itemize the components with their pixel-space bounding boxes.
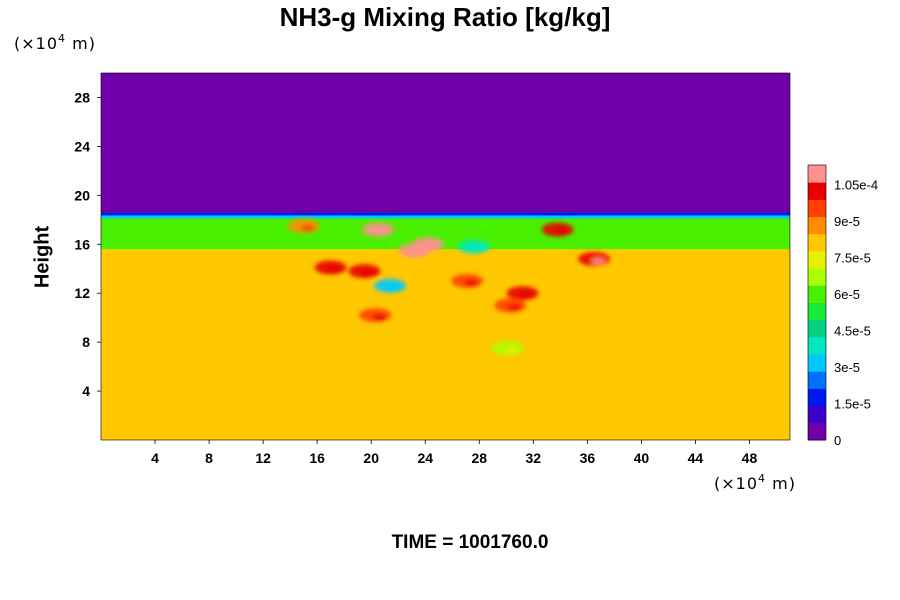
x-tick-label: 44 — [688, 450, 704, 466]
colorbar-segment — [808, 233, 826, 252]
feature-core — [554, 228, 569, 235]
x-tick-label: 32 — [526, 450, 542, 466]
y-unit-tail: m) — [66, 34, 96, 53]
y-tick-label: 8 — [82, 334, 90, 350]
feature-group — [287, 218, 611, 356]
colorbar: 0 1.5e-5 3e-5 4.5e-5 6e-5 7.5e-5 9e-5 1.05e-4 — [807, 164, 878, 448]
x-unit-exponent: 4 — [758, 472, 767, 485]
feature-core — [519, 292, 534, 299]
colorbar-tick-label: 0 — [834, 433, 841, 448]
feature-core — [507, 304, 522, 311]
x-tick-label: 48 — [742, 450, 758, 466]
colorbar-segment — [808, 285, 826, 303]
x-axis-unit: (×104 m) — [714, 472, 796, 493]
x-tick-label: 12 — [255, 450, 271, 466]
y-unit-base: (×10 — [14, 34, 59, 53]
feature-core — [327, 266, 342, 273]
colorbar-tick-label: 1.05e-4 — [834, 177, 878, 192]
feature-core — [300, 224, 315, 231]
colorbar-tick-label: 6e-5 — [834, 287, 860, 302]
colorbar-tick-label: 3e-5 — [834, 360, 860, 375]
upper-region — [101, 73, 790, 213]
y-axis-unit: (×104 m) — [14, 32, 96, 53]
chart-title: NH3-g Mixing Ratio [kg/kg] — [279, 2, 611, 32]
colorbar-segment — [808, 422, 826, 441]
plot-frame — [100, 72, 791, 441]
feature-core — [372, 314, 387, 321]
colorbar-segment — [808, 199, 826, 218]
x-tick-label: 4 — [151, 450, 159, 466]
feature-core — [374, 228, 389, 235]
feature-core — [464, 279, 479, 286]
x-unit-tail: m) — [766, 474, 796, 493]
plot-area — [101, 73, 790, 440]
x-tick-label: 40 — [634, 450, 650, 466]
feature-core — [361, 270, 376, 277]
colorbar-tick-label: 7.5e-5 — [834, 250, 871, 265]
x-tick-label: 28 — [471, 450, 487, 466]
colorbar-segment — [808, 354, 826, 372]
x-tick-label: 16 — [309, 450, 325, 466]
transition-band — [101, 212, 790, 250]
x-axis-ticks: 4 8 12 16 20 24 28 32 36 40 44 48 — [151, 440, 757, 466]
colorbar-segment — [808, 371, 826, 389]
colorbar-tick-label: 4.5e-5 — [834, 323, 871, 338]
x-tick-label: 20 — [363, 450, 379, 466]
x-unit-base: (×10 — [714, 474, 759, 493]
colorbar-frame — [807, 164, 827, 441]
colorbar-tick-label: 1.5e-5 — [834, 396, 871, 411]
feature-core — [470, 245, 485, 252]
y-tick-label: 24 — [74, 138, 90, 154]
y-tick-label: 12 — [74, 285, 90, 301]
y-axis-ticks: 4 8 12 16 20 24 28 — [74, 89, 101, 399]
colorbar-segment — [808, 388, 826, 407]
feature-core — [411, 249, 426, 256]
x-tick-label: 24 — [417, 450, 433, 466]
time-label: TIME = 1001760.0 — [391, 532, 549, 553]
feature-core — [387, 284, 402, 291]
colorbar-segment — [808, 302, 826, 321]
y-tick-label: 20 — [74, 187, 90, 203]
colorbar-segment — [808, 319, 826, 338]
x-tick-label: 8 — [205, 450, 213, 466]
y-tick-label: 16 — [74, 236, 90, 252]
colorbar-segment — [808, 182, 826, 200]
transition-edge — [101, 212, 790, 216]
feature-core — [591, 257, 606, 264]
colorbar-segment — [808, 250, 826, 269]
colorbar-segment — [808, 268, 826, 286]
colorbar-segment — [808, 216, 826, 235]
y-unit-exponent: 4 — [58, 32, 67, 45]
y-tick-label: 28 — [74, 89, 90, 105]
feature-core — [504, 347, 519, 354]
colorbar-segment — [808, 405, 826, 424]
colorbar-tick-label: 9e-5 — [834, 214, 860, 229]
y-tick-label: 4 — [82, 383, 90, 399]
colorbar-segment — [808, 165, 826, 183]
colorbar-segment — [808, 336, 826, 355]
transition-edge — [101, 215, 790, 219]
x-tick-label: 36 — [580, 450, 596, 466]
